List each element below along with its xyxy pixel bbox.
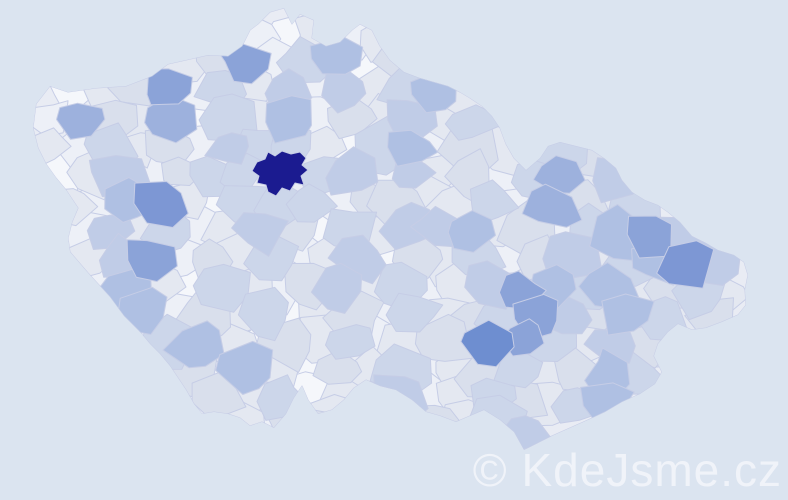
map-region[interactable]: [192, 263, 251, 313]
map-region[interactable]: [521, 183, 583, 228]
map-region[interactable]: [309, 36, 364, 75]
map-region[interactable]: [144, 94, 198, 144]
map-region[interactable]: [656, 240, 715, 289]
map-region[interactable]: [385, 292, 444, 333]
map-region[interactable]: [265, 95, 312, 144]
map-region[interactable]: [377, 403, 421, 443]
map-region[interactable]: [378, 201, 440, 251]
map-region[interactable]: [469, 179, 520, 227]
map-region[interactable]: [325, 324, 376, 360]
map-region[interactable]: [126, 239, 178, 282]
map-region[interactable]: [133, 181, 189, 228]
map-region[interactable]: [626, 215, 672, 259]
map-region[interactable]: [310, 262, 363, 314]
map-region[interactable]: [492, 347, 544, 389]
map-region[interactable]: [162, 320, 225, 369]
map-region[interactable]: [325, 146, 379, 196]
map-region[interactable]: [321, 64, 367, 114]
map-region[interactable]: [312, 349, 363, 385]
map-region[interactable]: [204, 132, 249, 165]
map-region-highlight[interactable]: [251, 150, 309, 197]
map-region[interactable]: [327, 234, 387, 285]
map-region[interactable]: [215, 340, 274, 395]
map-region[interactable]: [146, 68, 193, 106]
map-region[interactable]: [601, 293, 655, 336]
map-region[interactable]: [532, 155, 586, 194]
map-region[interactable]: [293, 394, 357, 451]
map-region[interactable]: [237, 286, 289, 342]
map-region[interactable]: [447, 210, 496, 253]
watermark: © KdeJsme.cz: [473, 444, 782, 496]
map-regions-layer: [33, 8, 748, 451]
map-region[interactable]: [414, 313, 473, 362]
map-region[interactable]: [387, 129, 439, 167]
map-region[interactable]: [56, 102, 106, 140]
map-region[interactable]: [460, 319, 515, 368]
map-region[interactable]: [285, 183, 338, 223]
map-region[interactable]: [231, 212, 289, 257]
map-region[interactable]: [336, 402, 397, 449]
